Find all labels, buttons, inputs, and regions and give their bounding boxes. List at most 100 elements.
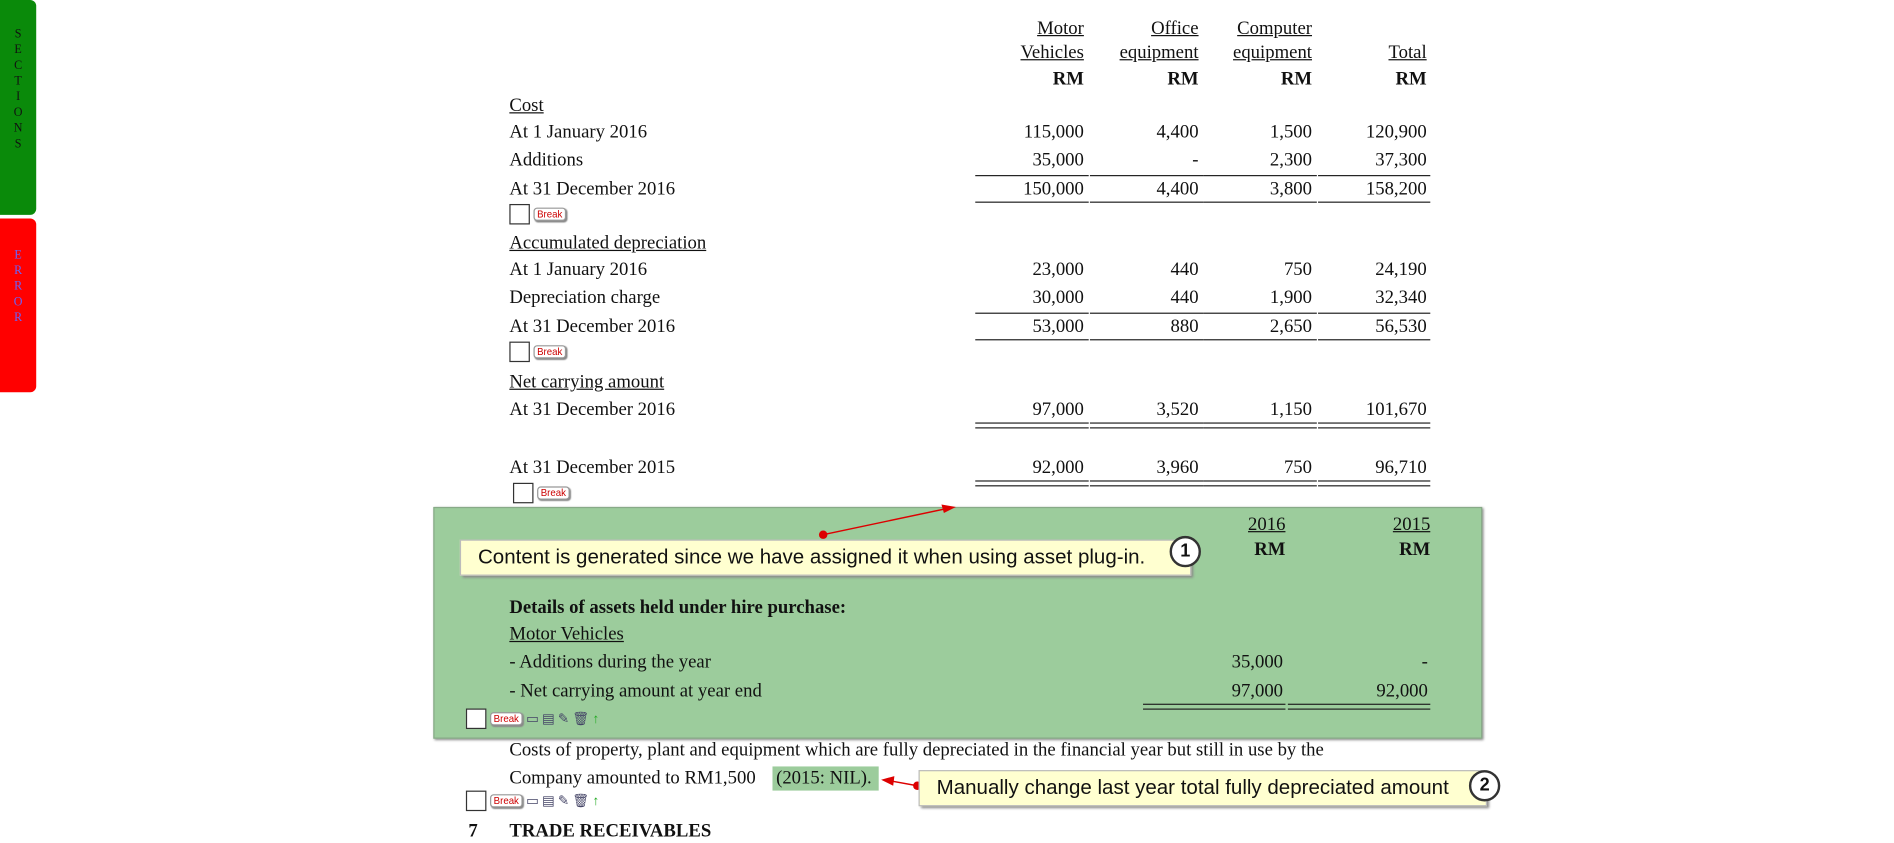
error-label: E R R O R <box>13 248 23 325</box>
section-title: TRADE RECEIVABLES <box>509 820 712 842</box>
break-button[interactable]: Break <box>537 486 570 500</box>
checkbox[interactable] <box>512 482 534 504</box>
arrow-head <box>941 504 956 513</box>
callout-number: 2 <box>1468 770 1501 802</box>
arrow <box>823 507 949 536</box>
sections-label: S E C T I O N S <box>13 27 23 151</box>
rule <box>975 201 1089 203</box>
rule <box>975 175 1089 177</box>
cell: 158,200 <box>1365 178 1427 200</box>
error-tab[interactable]: E R R O R <box>0 218 37 393</box>
cell: 97,000 <box>1032 399 1084 421</box>
unit-label: RM <box>1280 68 1313 90</box>
rule <box>975 339 1089 341</box>
column-header: Motor <box>1037 18 1084 39</box>
year-header: 2016 <box>1248 514 1286 535</box>
cell: 24,190 <box>1375 259 1427 281</box>
break-button[interactable]: Break <box>533 207 566 221</box>
column-header: equipment <box>1119 42 1199 63</box>
sections-tab[interactable]: S E C T I O N S <box>0 0 37 215</box>
rule <box>1318 339 1431 341</box>
highlight-bg <box>772 766 879 791</box>
rule <box>1089 175 1204 177</box>
unit-label: RM <box>1254 539 1286 561</box>
row-label: Additions <box>509 149 584 171</box>
paragraph: Company amounted to RM1,500 <box>509 767 756 789</box>
rule <box>1318 480 1431 487</box>
cell: 120,900 <box>1365 121 1427 143</box>
row-label: At 31 December 2016 <box>509 178 676 200</box>
rule <box>1318 422 1431 429</box>
cell: 880 <box>1170 316 1199 337</box>
break-button[interactable]: Break <box>490 794 523 808</box>
paragraph: Costs of property, plant and equipment w… <box>509 739 1324 761</box>
rule <box>1143 703 1286 710</box>
cell: 56,530 <box>1375 316 1427 337</box>
cell: 32,340 <box>1375 287 1427 308</box>
rule <box>1089 480 1204 487</box>
cell: 101,670 <box>1365 399 1427 421</box>
cell: 2,300 <box>1269 149 1313 171</box>
rule <box>1203 422 1317 429</box>
group-heading: Accumulated depreciation <box>509 232 707 254</box>
year-header: 2015 <box>1392 514 1431 535</box>
highlight: (2015: NIL). <box>776 767 872 789</box>
row-label: At 1 January 2016 <box>509 259 648 281</box>
unit-label: RM <box>1052 68 1084 90</box>
rule <box>1203 339 1317 341</box>
rule <box>1089 201 1204 203</box>
column-header: equipment <box>1233 42 1313 63</box>
break-control[interactable]: Break <box>509 203 566 225</box>
row-label: At 31 December 2016 <box>509 316 676 337</box>
unit-label: RM <box>1167 68 1199 90</box>
rule <box>1203 480 1317 487</box>
checkbox[interactable] <box>465 790 487 812</box>
break-control[interactable]: Break <box>509 341 566 363</box>
break-control[interactable]: Break <box>512 482 570 504</box>
cell: 35,000 <box>1231 651 1284 673</box>
break-button[interactable]: Break <box>490 712 523 726</box>
rule <box>1089 422 1204 429</box>
row-label: At 1 January 2016 <box>509 121 648 143</box>
cell: 96,710 <box>1375 457 1427 478</box>
column-header: Office <box>1151 18 1199 39</box>
column-header: Total <box>1388 42 1427 63</box>
checkbox[interactable] <box>509 203 530 225</box>
cell: 53,000 <box>1032 316 1084 337</box>
cell: 35,000 <box>1032 149 1084 171</box>
cell: 1,500 <box>1269 121 1313 143</box>
row-label: At 31 December 2015 <box>509 457 676 478</box>
cell: 440 <box>1170 259 1199 281</box>
cell: 3,960 <box>1156 457 1199 478</box>
checkbox[interactable] <box>465 708 487 730</box>
cell: - <box>1192 149 1199 171</box>
cell: 2,650 <box>1269 316 1313 337</box>
rule <box>1318 312 1431 314</box>
cell: 30,000 <box>1032 287 1084 308</box>
cell: 440 <box>1170 287 1199 308</box>
callout-number: 1 <box>1169 535 1201 568</box>
cell: 150,000 <box>1023 178 1084 200</box>
cell: 92,000 <box>1376 680 1428 702</box>
toolbar-icons[interactable]: ▭ ▤ ✎ 🗑 ↑ <box>526 712 600 727</box>
row-label: - Additions during the year <box>509 651 711 673</box>
hp-subtitle: Motor Vehicles <box>509 624 624 645</box>
break-button[interactable]: Break <box>533 345 566 359</box>
cell: 3,800 <box>1269 178 1313 200</box>
group-heading: Net carrying amount <box>509 371 665 393</box>
cell: 750 <box>1283 259 1313 281</box>
break-control[interactable]: Break ▭ ▤ ✎ 🗑 ↑ <box>465 708 600 730</box>
checkbox[interactable] <box>509 341 530 363</box>
rule <box>975 312 1089 314</box>
column-header: Computer <box>1237 18 1313 39</box>
unit-label: RM <box>1395 68 1427 90</box>
cell: 97,000 <box>1231 680 1284 702</box>
break-control[interactable]: Break ▭ ▤ ✎ 🗑 ↑ <box>465 790 600 812</box>
cell: 1,900 <box>1269 287 1313 308</box>
callout: Content is generated since we have assig… <box>459 539 1192 576</box>
cell: 92,000 <box>1032 457 1084 478</box>
toolbar-icons[interactable]: ▭ ▤ ✎ 🗑 ↑ <box>526 794 600 809</box>
